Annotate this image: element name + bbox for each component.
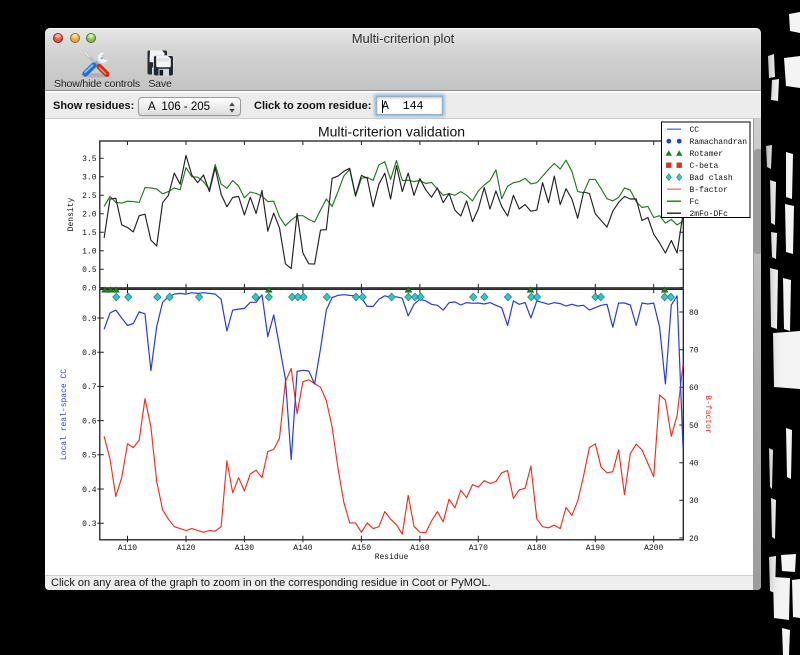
svg-text:A110: A110 xyxy=(118,544,137,553)
svg-text:Fc: Fc xyxy=(690,198,700,207)
svg-text:Multi-criterion validation: Multi-criterion validation xyxy=(318,124,465,140)
svg-text:A200: A200 xyxy=(644,544,663,553)
svg-text:B-factor: B-factor xyxy=(703,395,712,434)
svg-text:0.5: 0.5 xyxy=(82,266,97,275)
svg-text:60: 60 xyxy=(689,384,699,393)
svg-text:30: 30 xyxy=(689,497,699,506)
svg-text:A120: A120 xyxy=(176,544,195,553)
svg-text:2.0: 2.0 xyxy=(82,211,97,220)
svg-text:A150: A150 xyxy=(352,544,371,553)
svg-text:0.3: 0.3 xyxy=(82,520,97,529)
svg-text:1.5: 1.5 xyxy=(82,229,97,238)
svg-text:Local real-space CC: Local real-space CC xyxy=(60,369,69,460)
svg-text:0.7: 0.7 xyxy=(82,383,97,392)
svg-text:0.9: 0.9 xyxy=(82,315,97,324)
svg-text:40: 40 xyxy=(689,460,699,469)
svg-text:20: 20 xyxy=(689,535,699,544)
svg-text:Density: Density xyxy=(67,198,76,232)
svg-text:C-beta: C-beta xyxy=(690,162,719,171)
svg-text:0.4: 0.4 xyxy=(82,486,97,495)
svg-text:70: 70 xyxy=(689,347,699,356)
svg-text:3.0: 3.0 xyxy=(82,174,97,183)
svg-text:0.8: 0.8 xyxy=(82,349,97,358)
svg-text:80: 80 xyxy=(689,309,699,318)
svg-text:CC: CC xyxy=(690,126,700,135)
svg-text:Ramachandran: Ramachandran xyxy=(690,138,748,147)
svg-text:A160: A160 xyxy=(410,544,429,553)
svg-text:0.0: 0.0 xyxy=(82,285,97,294)
svg-text:A180: A180 xyxy=(527,544,546,553)
svg-text:A190: A190 xyxy=(586,544,605,553)
svg-text:Rotamer: Rotamer xyxy=(690,150,724,159)
svg-text:A170: A170 xyxy=(469,544,488,553)
svg-text:0.6: 0.6 xyxy=(82,417,97,426)
svg-text:B-factor: B-factor xyxy=(690,186,729,195)
svg-text:2mFo-DFc: 2mFo-DFc xyxy=(690,210,729,219)
svg-text:A130: A130 xyxy=(235,544,254,553)
svg-text:2.5: 2.5 xyxy=(82,192,97,201)
svg-text:Bad clash: Bad clash xyxy=(690,174,733,183)
svg-text:50: 50 xyxy=(689,422,699,431)
svg-text:3.5: 3.5 xyxy=(82,155,97,164)
svg-text:1.0: 1.0 xyxy=(82,248,97,257)
svg-text:Residue: Residue xyxy=(375,553,409,562)
svg-text:0.5: 0.5 xyxy=(82,452,97,461)
svg-text:A140: A140 xyxy=(293,544,312,553)
